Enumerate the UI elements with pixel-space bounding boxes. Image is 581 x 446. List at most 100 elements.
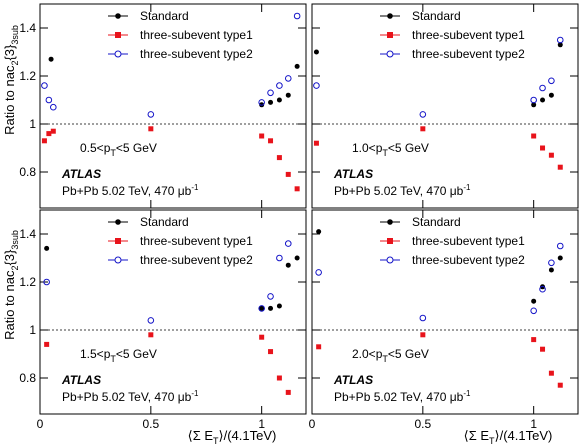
- y-tick-label: 0.8: [19, 165, 36, 179]
- ylabel-main-b: Ratio to nac: [2, 270, 17, 340]
- standard-point: [294, 255, 300, 261]
- legend-label: three-subevent type2: [412, 253, 525, 267]
- panel-frame: [39, 3, 307, 209]
- standard-point: [44, 245, 50, 251]
- type2-point: [548, 259, 555, 267]
- type2-point: [313, 82, 320, 89]
- panel-frame: [311, 209, 579, 415]
- y-axis-label-top: Ratio to nac2{3}3sub: [2, 25, 20, 135]
- pt-range-label: 1.5<pT<5 GeV: [80, 347, 157, 364]
- pt-tail: <5 GeV: [388, 141, 429, 155]
- type2-point: [293, 12, 301, 20]
- type2-point: [284, 240, 292, 247]
- system-label: Pb+Pb 5.02 TeV, 470 μb-1: [62, 183, 199, 198]
- xlabel-tail: ⟩/(4.1TeV): [219, 428, 277, 443]
- standard-point: [268, 305, 274, 311]
- standard-point: [531, 102, 537, 108]
- y-tick-label: 1.4: [19, 21, 36, 35]
- legend-label: three-subevent type2: [140, 253, 253, 267]
- ylabel-sub1: 2: [10, 61, 20, 66]
- legend-marker-type2: [386, 256, 394, 264]
- type1-point: [46, 131, 52, 137]
- pt-sub: T: [382, 354, 388, 364]
- y-tick-label: 1.4: [19, 227, 36, 241]
- type2-point: [530, 307, 537, 315]
- type2-point: [276, 254, 283, 262]
- x-tick-label: 0: [37, 417, 44, 431]
- legend-marker-type1: [387, 32, 393, 38]
- standard-point: [316, 229, 322, 235]
- pt-range-label: 1.0<pT<5 GeV: [352, 141, 429, 158]
- type2-point: [50, 103, 57, 111]
- type1-point: [259, 133, 265, 139]
- type1-point: [531, 337, 537, 343]
- xlabel-main: ⟨Σ E: [188, 428, 214, 443]
- y-axis-label-bottom: Ratio to nac2{3}3sub: [2, 230, 20, 340]
- ylabel-mid: {3}: [2, 44, 17, 61]
- type2-point: [539, 84, 546, 92]
- panel-frame: [311, 3, 579, 209]
- type1-point: [268, 349, 274, 355]
- pt-sub: T: [110, 354, 116, 364]
- panels-group: 0.8 1 1.2 1.4 Standard three-subevent type1 th…: [19, 3, 579, 431]
- type2-point: [267, 89, 274, 97]
- ylabel-sub2-b: 3sub: [10, 230, 20, 250]
- pt-tail: <5 GeV: [116, 141, 157, 155]
- ylabel-sub1-b: 2: [10, 266, 20, 271]
- standard-point: [557, 255, 563, 261]
- pt-sub: T: [382, 148, 388, 158]
- legend-label: three-subevent type1: [140, 28, 253, 42]
- type2-point: [276, 82, 283, 89]
- type2-point: [539, 285, 546, 293]
- type1-point: [294, 186, 300, 192]
- legend-label: three-subevent type2: [140, 47, 253, 61]
- system-exp: -1: [191, 389, 199, 398]
- panel-frame: [39, 209, 307, 415]
- type1-point: [313, 140, 319, 146]
- type1-point: [316, 344, 322, 350]
- y-tick-label: 1.2: [19, 69, 36, 83]
- standard-point: [313, 49, 319, 55]
- system-main: Pb+Pb 5.02 TeV, 470 μb: [62, 390, 192, 404]
- legend-label: Standard: [140, 9, 189, 23]
- x-tick-label: 1: [258, 417, 265, 431]
- pt-main: 1.0<p: [352, 141, 383, 155]
- type1-point: [259, 334, 265, 340]
- legend-marker-type2: [114, 50, 122, 58]
- x-tick-label: 0.5: [414, 417, 431, 431]
- type2-point: [284, 75, 292, 82]
- type1-point: [540, 145, 546, 151]
- standard-point: [48, 56, 54, 62]
- type1-point: [148, 332, 154, 338]
- legend-label: three-subevent type2: [412, 47, 525, 61]
- legend-marker-type1: [387, 238, 393, 244]
- type1-point: [276, 155, 282, 161]
- system-exp: -1: [463, 389, 471, 398]
- legend-marker-standard: [115, 13, 121, 19]
- atlas-label: ATLAS: [61, 167, 101, 181]
- type1-point: [557, 382, 563, 388]
- type1-point: [420, 126, 426, 132]
- type1-point: [420, 332, 426, 338]
- type1-point: [41, 138, 47, 144]
- type2-point: [556, 36, 564, 44]
- type1-point: [540, 346, 546, 352]
- standard-point: [268, 99, 274, 105]
- type2-point: [147, 317, 155, 324]
- xlabel-sub-r: T: [489, 436, 495, 446]
- x-axis-label-right: ⟨Σ ET⟩/(4.1TeV): [464, 428, 553, 446]
- type1-point: [148, 126, 154, 132]
- y-tick-label: 1.2: [19, 275, 36, 289]
- pt-tail: <5 GeV: [116, 347, 157, 361]
- standard-point: [548, 267, 554, 273]
- legend-marker-standard: [387, 13, 393, 19]
- type2-point: [556, 242, 564, 250]
- standard-point: [285, 92, 291, 98]
- system-label: Pb+Pb 5.02 TeV, 470 μb-1: [334, 389, 471, 404]
- pt-sub: T: [110, 148, 116, 158]
- system-exp: -1: [191, 183, 199, 192]
- legend-marker-type2: [386, 50, 394, 58]
- pt-main: 2.0<p: [352, 347, 383, 361]
- system-main: Pb+Pb 5.02 TeV, 470 μb: [334, 184, 464, 198]
- x-tick-label: 1: [530, 417, 537, 431]
